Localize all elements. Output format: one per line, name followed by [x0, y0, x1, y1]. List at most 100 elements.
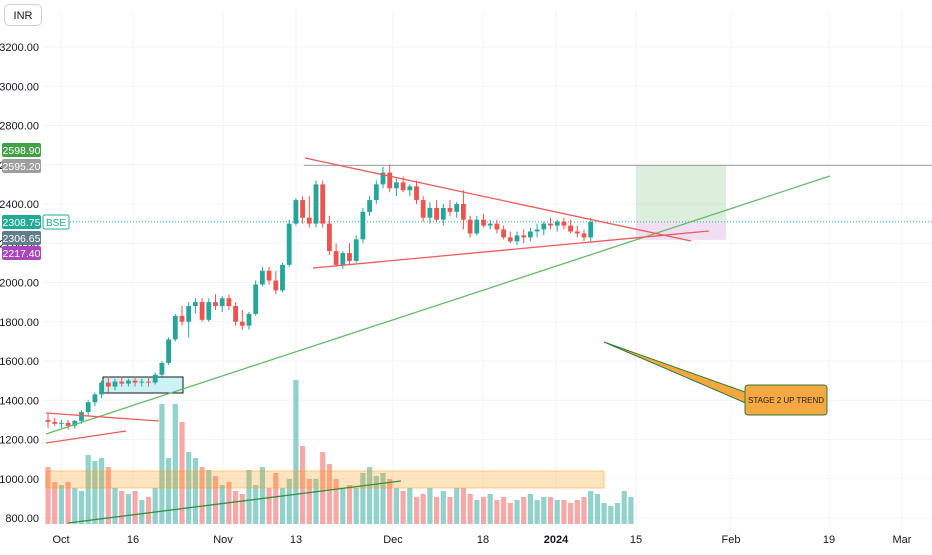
candle-body — [514, 235, 520, 242]
drawings-front — [45, 157, 831, 524]
volume-bar — [313, 479, 319, 524]
volume-bar — [487, 494, 493, 524]
candle-body — [72, 420, 78, 426]
price-tick-label: 1400.00 — [0, 395, 39, 407]
volume-bar — [326, 464, 332, 524]
volume-bar — [420, 494, 426, 524]
candle-body — [313, 184, 319, 224]
candles-layer — [45, 164, 594, 430]
volume-bar — [454, 488, 460, 524]
volume-bar — [273, 473, 279, 524]
volume-bar — [427, 488, 433, 524]
candle-body — [474, 219, 480, 234]
upper-triangle-line — [304, 157, 692, 242]
price-badge — [2, 246, 41, 260]
candle-body — [568, 225, 573, 232]
candle-body — [179, 315, 185, 322]
time-tick-label: 15 — [630, 534, 642, 546]
volume-bar — [407, 488, 413, 524]
volume-bar — [380, 473, 386, 524]
volume-bar — [494, 500, 500, 524]
candle-body — [534, 229, 540, 232]
candle-body — [239, 321, 245, 326]
volume-bar — [112, 488, 118, 524]
price-badge-label: 2595.20 — [3, 161, 41, 173]
candle-body — [306, 217, 312, 224]
volume-bar — [78, 491, 85, 524]
candle-body — [45, 419, 51, 422]
volume-bar — [206, 470, 212, 524]
time-axis[interactable]: Oct 16 Nov 13 Dec 18 2024 15 Feb 19 Mar — [52, 534, 911, 546]
time-tick-label: Dec — [383, 534, 403, 546]
price-tick-label: 1600.00 — [0, 356, 39, 368]
volume-bar — [45, 467, 51, 524]
volume-bar — [259, 467, 265, 524]
volume-bar — [514, 500, 520, 524]
candle-body — [139, 381, 145, 383]
volume-bar — [246, 470, 252, 524]
candle-body — [548, 223, 553, 226]
candle-body — [440, 207, 446, 220]
candle-body — [206, 302, 212, 320]
price-badge-label: 2598.90 — [3, 145, 41, 157]
candle-body — [494, 223, 500, 230]
price-axis[interactable]: 3200.003000.002800.002600.002400.002200.… — [0, 42, 39, 525]
time-tick-label: 2024 — [544, 534, 569, 546]
volume-bar — [99, 458, 105, 524]
annotation-callout[interactable]: STAGE 2 UP TREND — [603, 341, 828, 416]
candle-body — [554, 221, 560, 226]
volume-bar — [340, 488, 346, 524]
volume-bar — [467, 494, 473, 524]
time-tick-label: Feb — [722, 534, 741, 546]
volume-bar — [92, 461, 98, 524]
candle-body — [541, 223, 547, 230]
candle-body — [414, 186, 419, 201]
candle-body — [219, 298, 225, 307]
volume-bar — [480, 497, 487, 524]
target-zone — [636, 164, 726, 222]
time-tick-label: Oct — [52, 534, 69, 546]
candle-body — [132, 380, 138, 383]
volume-bar — [346, 485, 353, 524]
volume-bar — [621, 491, 627, 524]
candle-body — [380, 172, 386, 185]
candle-body — [159, 362, 165, 375]
candle-body — [52, 421, 58, 424]
candle-body — [373, 184, 379, 201]
volume-bar — [393, 488, 399, 524]
volume-bar — [320, 452, 326, 524]
candle-body — [561, 221, 567, 226]
volume-bar — [387, 479, 393, 524]
price-tick-label: 3200.00 — [0, 42, 39, 54]
currency-button[interactable]: INR — [4, 4, 42, 26]
volume-bar — [186, 452, 192, 524]
candle-body — [588, 221, 594, 238]
volume-bar — [360, 473, 366, 524]
volume-bar — [233, 491, 239, 524]
callout-pointer — [603, 341, 749, 405]
volume-bar — [547, 497, 554, 524]
volume-bar — [286, 479, 292, 524]
lower-triangle-line — [312, 230, 710, 269]
candle-body — [233, 306, 238, 322]
candle-body — [461, 204, 466, 220]
price-tick-label: 3000.00 — [0, 81, 39, 93]
candle-body — [273, 280, 279, 291]
candle-body — [105, 382, 111, 387]
volume-bar — [172, 404, 178, 524]
price-badges: 2598.90 2595.20 2308.75 2306.65 2217.40 BSE — [2, 143, 70, 260]
volume-bar — [159, 404, 165, 524]
volume-bar — [440, 491, 446, 524]
volume-bar — [279, 488, 286, 524]
candle-body — [487, 223, 493, 226]
candle-body — [420, 200, 426, 218]
volume-bar — [501, 497, 507, 524]
volume-bar — [574, 500, 580, 524]
candle-body — [454, 204, 460, 212]
price-tick-label: 800.00 — [5, 513, 39, 525]
candle-body — [152, 374, 158, 383]
candle-body — [193, 302, 198, 307]
volume-bar — [581, 497, 587, 524]
